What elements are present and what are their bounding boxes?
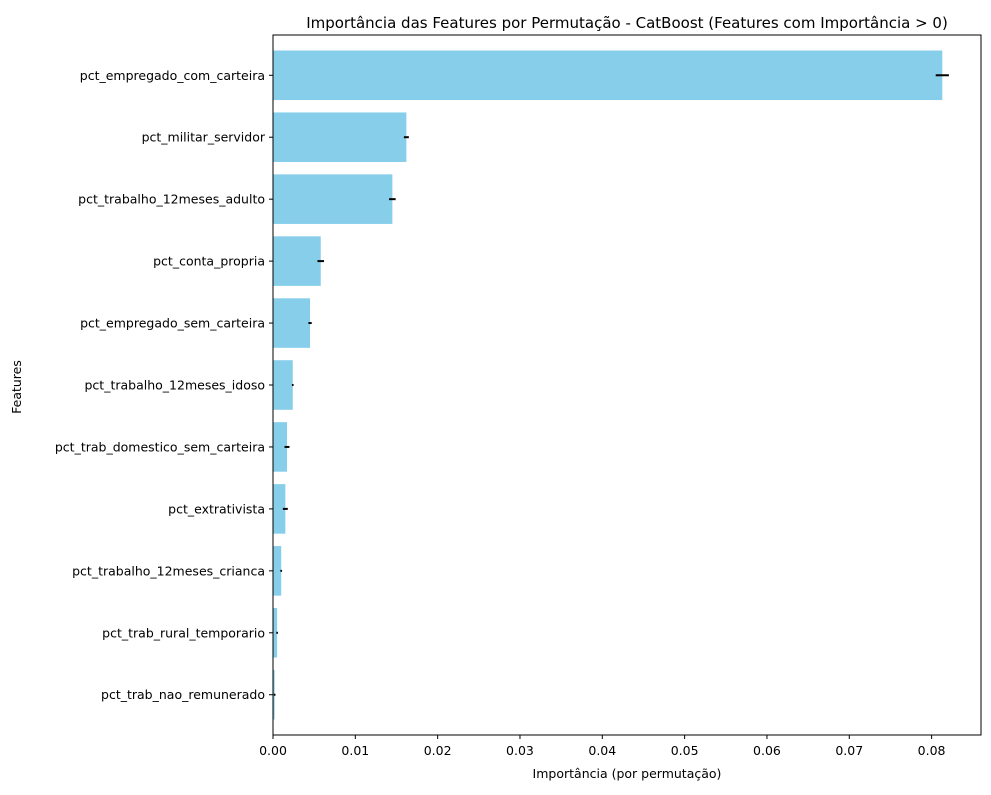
x-tick-label: 0.04 — [588, 743, 616, 758]
bar-pct_trab_rural_temporario — [273, 608, 278, 658]
x-tick-label: 0.08 — [918, 743, 946, 758]
error-bars-group — [273, 74, 949, 696]
y-tick-label: pct_empregado_com_carteira — [80, 68, 265, 83]
x-ticks-group: 0.00 0.01 0.02 0.03 0.04 0.05 0.06 0.07 0.08 — [259, 735, 946, 758]
bar-pct_trab_domestico_sem_carteira — [273, 422, 287, 472]
bar-pct_empregado_sem_carteira — [273, 298, 311, 348]
chart-title: Importância das Features por Permutação … — [306, 14, 948, 32]
bar-pct_militar_servidor — [273, 112, 407, 162]
y-axis-label: Features — [9, 360, 24, 414]
x-tick-label: 0.06 — [753, 743, 781, 758]
bar-pct_empregado_com_carteira — [273, 50, 943, 101]
y-tick-label: pct_trab_domestico_sem_carteira — [55, 439, 265, 454]
x-tick-label: 0.07 — [835, 743, 863, 758]
y-tick-label: pct_trab_nao_remunerado — [101, 687, 265, 702]
x-tick-label: 0.00 — [259, 743, 287, 758]
x-tick-label: 0.01 — [341, 743, 369, 758]
plot-area-frame — [272, 34, 982, 736]
bar-pct_extrativista — [273, 484, 286, 534]
y-tick-label: pct_trab_rural_temporario — [102, 625, 265, 640]
y-tick-label: pct_conta_propria — [153, 254, 265, 269]
x-tick-label: 0.02 — [424, 743, 452, 758]
y-tick-label: pct_trabalho_12meses_crianca — [72, 563, 265, 578]
bar-pct_trabalho_12meses_idoso — [273, 360, 293, 410]
y-ticks-group: pct_empregado_com_carteira pct_militar_se… — [55, 68, 273, 702]
x-tick-label: 0.03 — [506, 743, 534, 758]
bar-pct_conta_propria — [273, 236, 321, 286]
bar-pct_trabalho_12meses_adulto — [273, 174, 393, 224]
x-axis-label: Importância (por permutação) — [533, 766, 722, 781]
bar-pct_trabalho_12meses_crianca — [273, 546, 282, 596]
bars-group — [273, 50, 943, 720]
y-tick-label: pct_trabalho_12meses_adulto — [78, 192, 265, 207]
y-tick-label: pct_trabalho_12meses_idoso — [85, 378, 266, 393]
y-tick-label: pct_empregado_sem_carteira — [80, 316, 265, 331]
y-tick-label: pct_extrativista — [168, 501, 265, 516]
y-tick-label: pct_militar_servidor — [142, 130, 266, 145]
x-tick-label: 0.05 — [671, 743, 699, 758]
